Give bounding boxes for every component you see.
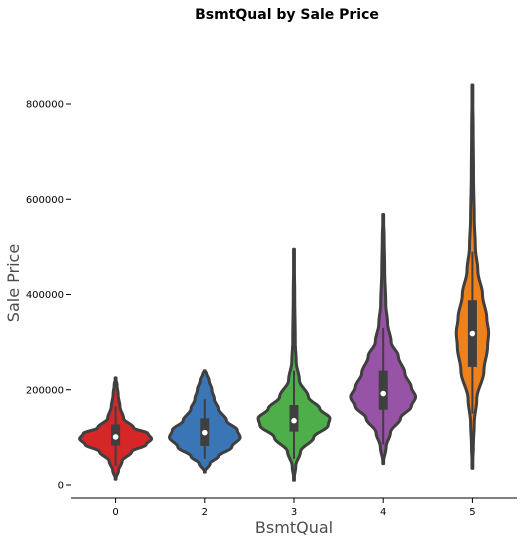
median-point-4 [380, 390, 387, 397]
x-tick-label: 5 [469, 507, 475, 518]
x-axis-label: BsmtQual [255, 518, 333, 537]
x-tick-label: 3 [291, 507, 297, 518]
chart-title: BsmtQual by Sale Price [195, 7, 379, 23]
y-tick-label: 200000 [26, 385, 64, 396]
x-tick-label: 0 [112, 507, 118, 518]
median-point-3 [291, 417, 297, 424]
median-point-5 [469, 330, 476, 337]
violins-group [78, 83, 491, 482]
y-tick-label: 800000 [26, 100, 64, 111]
y-axis-label: Sale Price [4, 244, 23, 322]
y-tick-label: 400000 [26, 290, 64, 301]
median-point-2 [202, 429, 208, 436]
x-tick-label: 2 [202, 507, 208, 518]
y-tick-label: 600000 [26, 195, 64, 206]
median-point-0 [112, 434, 119, 440]
violin-body-3 [256, 247, 332, 482]
iqr-box-4 [378, 370, 388, 410]
y-axis: 0 200000 400000 600000 800000 [26, 100, 71, 492]
y-tick-label: 0 [58, 481, 64, 492]
x-axis: 0 2 3 4 5 [71, 497, 517, 518]
x-tick-label: 4 [380, 507, 386, 518]
